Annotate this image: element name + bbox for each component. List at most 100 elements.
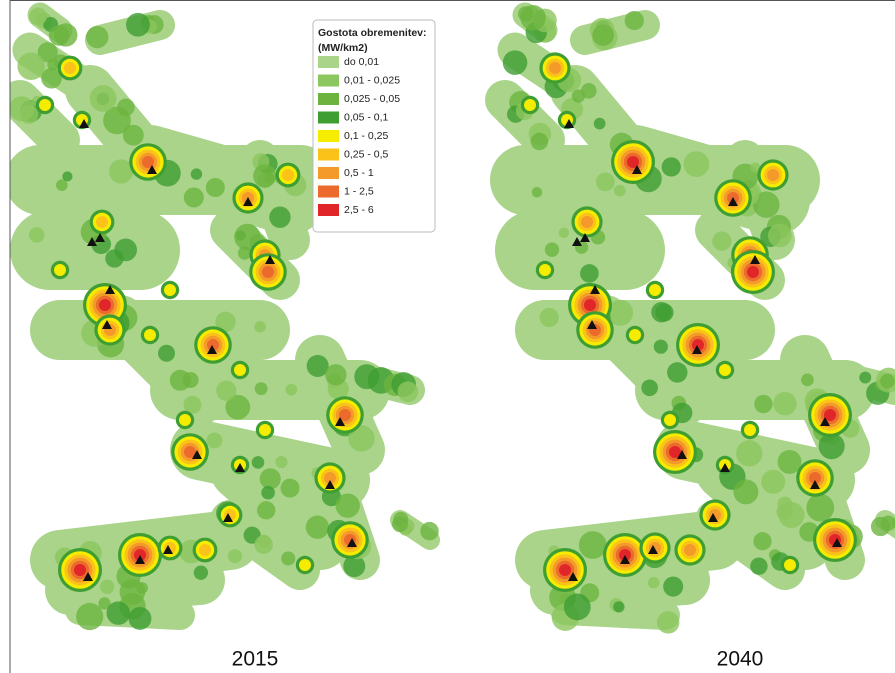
density-patch: [530, 132, 549, 151]
hotspot: [282, 169, 294, 181]
density-patch: [651, 301, 672, 323]
density-patch: [544, 242, 560, 257]
density-patch: [880, 373, 895, 389]
hotspot: [581, 216, 593, 228]
density-patch: [122, 124, 144, 146]
density-patch: [580, 264, 599, 283]
density-patch: [859, 371, 872, 384]
density-patch: [183, 187, 204, 208]
density-patch: [580, 83, 597, 99]
marker: [728, 197, 738, 206]
map-layers: [10, 2, 895, 634]
hotspot: [559, 564, 571, 576]
legend-label: 0,5 - 1: [344, 167, 374, 179]
marker: [335, 417, 345, 426]
hotspot: [199, 544, 211, 556]
density-patch: [750, 557, 768, 575]
marker: [580, 233, 590, 242]
hotspot: [184, 446, 196, 458]
density-patch: [773, 391, 797, 416]
hotspot: [669, 446, 681, 458]
legend-swatch: [318, 93, 339, 105]
density-patch: [777, 449, 802, 474]
marker: [347, 538, 357, 547]
hotspot: [539, 264, 551, 276]
marker: [692, 345, 702, 354]
legend-swatch: [318, 56, 339, 68]
legend-swatch: [318, 74, 339, 87]
hotspot: [64, 62, 76, 74]
legend-title: Gostota obremenitev:: [318, 27, 427, 39]
density-patch: [37, 42, 58, 63]
legend-label: 0,01 - 0,025: [344, 74, 400, 86]
hotspot: [144, 329, 156, 341]
hotspot: [74, 564, 86, 576]
density-patch: [285, 383, 298, 396]
legend-label: do 0,01: [344, 56, 379, 68]
density-patch: [593, 117, 606, 130]
marker: [83, 572, 93, 581]
marker: [587, 320, 597, 329]
hotspot: [234, 364, 246, 376]
density-patch: [653, 339, 668, 354]
density-patch: [563, 593, 591, 621]
density-patch: [683, 151, 710, 177]
density-patch: [348, 425, 375, 452]
density-patch: [254, 321, 266, 333]
marker: [708, 513, 718, 522]
density-patch: [225, 394, 251, 420]
density-patch: [776, 503, 793, 520]
hotspot: [549, 62, 561, 74]
density-patch: [656, 611, 680, 634]
density-patch: [592, 24, 614, 46]
density-patch: [169, 369, 191, 391]
density-patch: [305, 515, 330, 539]
density-patch: [114, 238, 138, 262]
density-patch: [29, 227, 45, 243]
marker: [135, 555, 145, 564]
density-patch: [712, 231, 732, 251]
hotspot: [747, 266, 759, 278]
legend-label: 1 - 2,5: [344, 185, 374, 197]
hotspot: [784, 559, 796, 571]
legend-swatch: [318, 148, 339, 161]
density-patch: [818, 433, 845, 460]
marker: [163, 545, 173, 554]
density-patch: [397, 381, 419, 403]
legend-swatch: [318, 111, 339, 124]
hotspot: [767, 169, 779, 181]
density-patch: [99, 579, 115, 594]
density-patch: [663, 576, 684, 597]
density-patch: [215, 311, 236, 333]
density-patch: [354, 364, 380, 390]
density-patch: [531, 187, 543, 198]
density-patch: [613, 601, 625, 613]
density-patch: [761, 469, 786, 494]
density-patch: [392, 516, 408, 533]
density-patch: [518, 6, 534, 22]
marker: [648, 545, 658, 554]
density-patch: [539, 307, 559, 328]
density-patch: [571, 89, 585, 103]
marker: [265, 255, 275, 264]
legend-label: 0,1 - 0,25: [344, 130, 389, 142]
map-panel: [485, 2, 895, 634]
marker: [750, 255, 760, 264]
marker: [102, 320, 112, 329]
density-patch: [89, 85, 117, 112]
density-patch: [306, 354, 329, 377]
hotspot: [692, 339, 704, 351]
density-patch: [753, 532, 772, 551]
density-patch: [641, 379, 658, 397]
density-patch: [801, 373, 814, 387]
density-patch: [343, 555, 366, 578]
hotspot: [524, 99, 536, 111]
density-patch: [281, 551, 296, 566]
marker: [568, 572, 578, 581]
density-patch: [136, 582, 148, 594]
marker: [325, 480, 335, 489]
density-patch: [578, 531, 607, 559]
marker: [564, 119, 574, 128]
marker: [87, 237, 97, 246]
density-patch: [98, 597, 111, 610]
